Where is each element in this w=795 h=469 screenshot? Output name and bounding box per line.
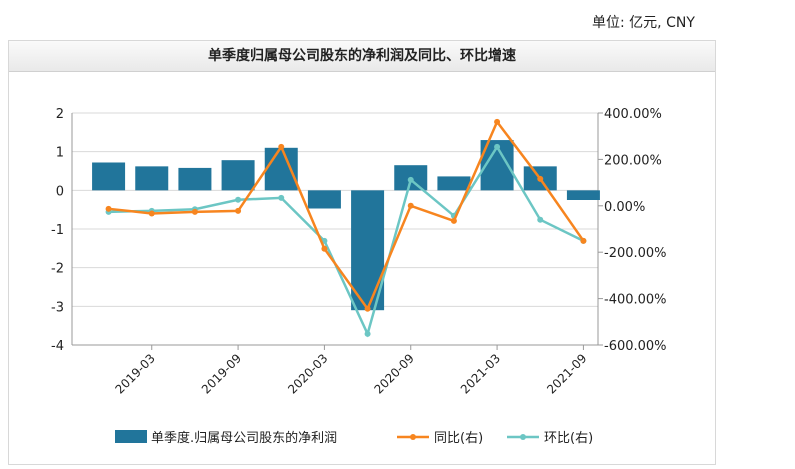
- line-series-1: [108, 119, 585, 312]
- y-left-tick-label: 0: [56, 184, 64, 199]
- y-right-tick-label: 400.00%: [604, 107, 662, 122]
- chart-panel: 单季度归属母公司股东的净利润及同比、环比增速: [8, 40, 716, 465]
- bar-2020-03: [307, 190, 341, 209]
- x-tick-label: 2021-03: [458, 351, 503, 396]
- bar-2019-12: [264, 147, 298, 191]
- legend-bar-swatch: [115, 430, 147, 443]
- point-1-2021-06: [537, 175, 544, 182]
- x-tick-label: 2020-09: [372, 351, 417, 396]
- x-tick-label: 2019-03: [113, 351, 158, 396]
- point-2-2020-06: [364, 330, 371, 337]
- legend-marker: [520, 434, 526, 440]
- legend-label-bar: 单季度.归属母公司股东的净利润: [151, 430, 337, 446]
- point-1-2019-09: [235, 207, 242, 214]
- point-2-2019-12: [278, 194, 285, 201]
- y-left-tick-label: -1: [51, 223, 64, 238]
- legend-label: 同比(右): [434, 431, 483, 446]
- point-2-2021-06: [537, 216, 544, 223]
- y-right-tick-label: -200.00%: [604, 246, 667, 261]
- bar-2020-12: [437, 176, 471, 191]
- point-2-2020-09: [407, 176, 414, 183]
- point-1-2020-12: [450, 217, 457, 224]
- point-1-2020-03: [321, 245, 328, 252]
- point-1-2019-03: [148, 210, 155, 217]
- bar-2019-09: [221, 160, 255, 191]
- bar-2018-12: [92, 162, 126, 191]
- unit-label: 单位: 亿元, CNY: [592, 15, 695, 31]
- y-left-tick-label: -3: [51, 300, 64, 315]
- chart-title: 单季度归属母公司股东的净利润及同比、环比增速: [9, 41, 715, 72]
- y-right-tick-label: -400.00%: [604, 293, 667, 308]
- bar-2019-06: [178, 167, 212, 191]
- point-1-2020-06: [364, 305, 371, 312]
- bar-2021-09: [566, 190, 600, 200]
- y-right-tick-label: 0.00%: [604, 200, 645, 215]
- y-left-tick-label: 2: [56, 107, 64, 122]
- x-tick-label: 2019-09: [199, 351, 244, 396]
- point-1-2018-12: [105, 205, 112, 212]
- y-left-tick-label: 1: [56, 146, 64, 161]
- y-left-tick-label: -4: [51, 339, 64, 354]
- point-1-2019-06: [191, 208, 198, 215]
- legend-label: 环比(右): [544, 431, 593, 446]
- line-series-2: [108, 144, 584, 338]
- point-2-2021-03: [494, 143, 501, 150]
- x-tick-label: 2020-03: [285, 351, 330, 396]
- y-right-tick-label: -600.00%: [604, 339, 667, 354]
- point-1-2021-09: [580, 237, 587, 244]
- point-1-2020-09: [407, 202, 414, 209]
- point-1-2019-12: [278, 143, 285, 150]
- legend-marker: [410, 434, 416, 440]
- bar-2019-03: [135, 166, 169, 191]
- point-1-2021-03: [494, 118, 501, 125]
- x-tick-label: 2021-09: [544, 351, 589, 396]
- point-2-2019-09: [235, 196, 242, 203]
- y-right-tick-label: 200.00%: [604, 153, 662, 168]
- y-left-tick-label: -2: [51, 262, 64, 277]
